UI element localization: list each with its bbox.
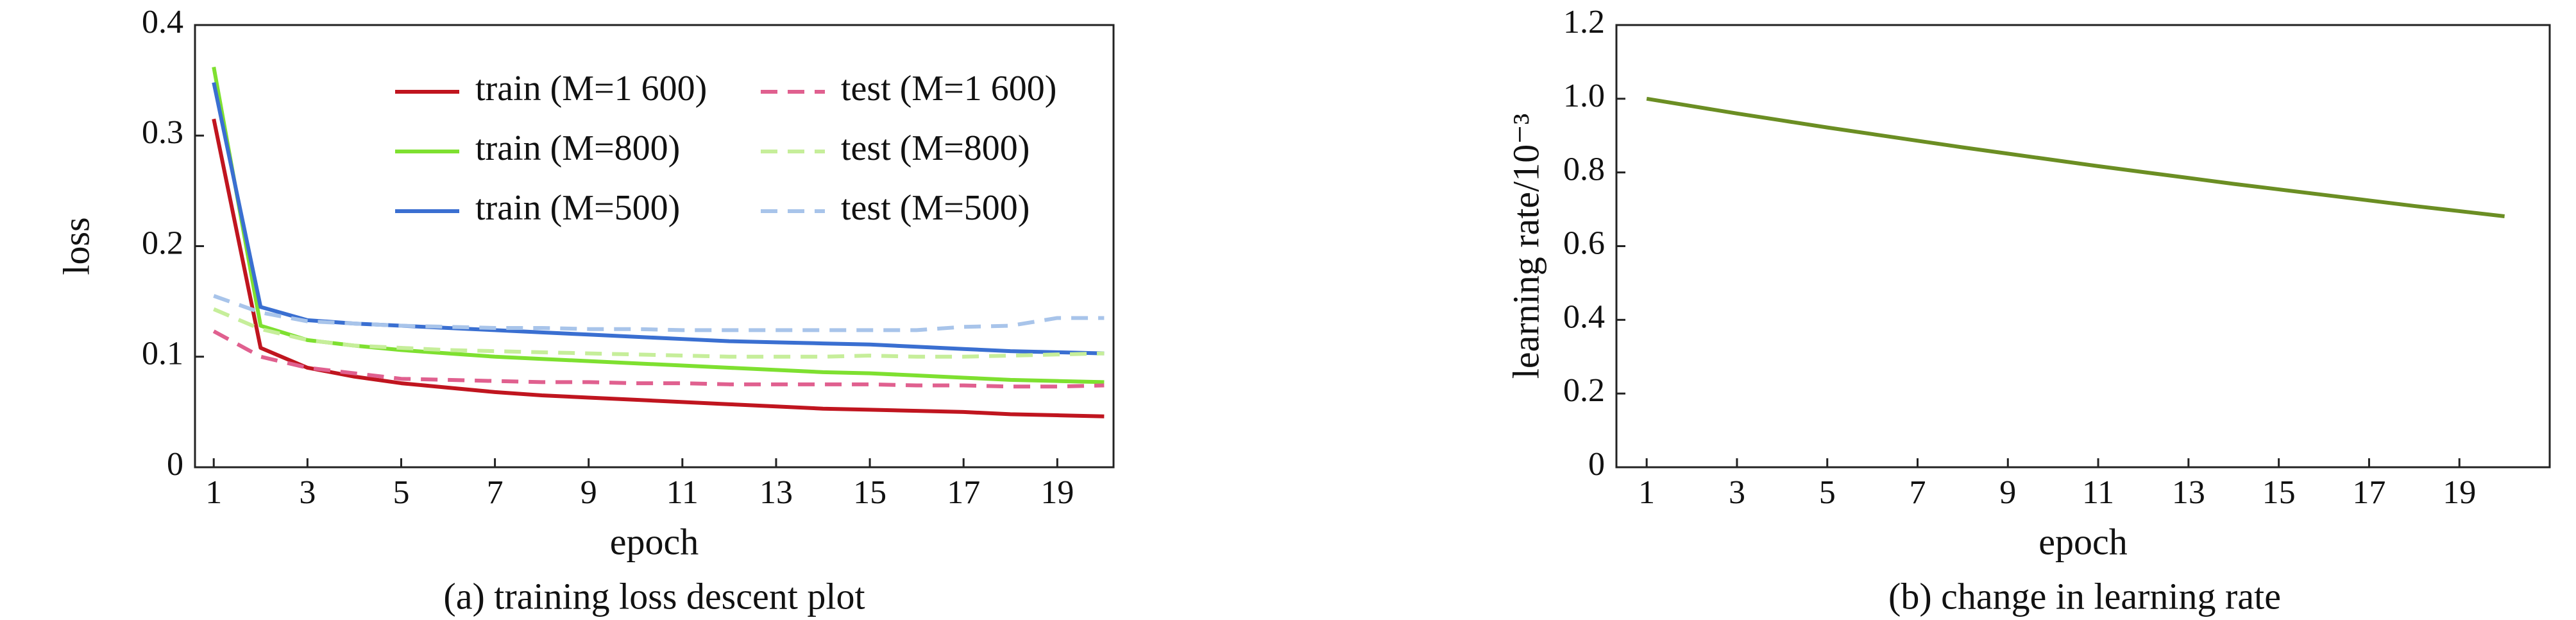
x-tick-label: 3 <box>299 474 316 511</box>
x-tick-label: 17 <box>947 474 980 511</box>
x-tick-label: 1 <box>1638 474 1655 511</box>
y-tick-label: 0.3 <box>142 114 183 151</box>
legend-label: train (M=1 600) <box>475 69 707 108</box>
x-tick-label: 5 <box>393 474 409 511</box>
y-axis-label: loss <box>55 217 97 275</box>
legend-label: train (M=800) <box>475 128 680 168</box>
series-line <box>212 66 1105 384</box>
series-line <box>212 82 1105 356</box>
y-tick-label: 0.2 <box>142 225 183 261</box>
x-axis-label: epoch <box>2038 521 2128 562</box>
x-axis-label: epoch <box>610 521 699 562</box>
legend-label: test (M=800) <box>841 128 1030 168</box>
x-tick-label: 7 <box>1910 474 1926 511</box>
series-line <box>213 294 1105 332</box>
x-tick-label: 15 <box>853 474 886 511</box>
y-tick-label: 0 <box>167 446 183 483</box>
series-line <box>212 118 1105 418</box>
x-tick-label: 19 <box>2443 474 2476 511</box>
x-tick-label: 17 <box>2352 474 2385 511</box>
y-tick-label: 0.6 <box>1563 225 1605 261</box>
x-tick-label: 3 <box>1729 474 1745 511</box>
x-tick-label: 9 <box>1999 474 2016 511</box>
x-tick-label: 11 <box>2082 474 2114 511</box>
caption: (b) change in learning rate <box>1888 575 2281 617</box>
x-tick-label: 15 <box>2262 474 2296 511</box>
x-tick-label: 11 <box>666 474 699 511</box>
y-tick-label: 1.2 <box>1563 4 1605 40</box>
y-tick-label: 0 <box>1588 446 1605 483</box>
x-tick-label: 1 <box>205 474 222 511</box>
legend-label: test (M=1 600) <box>841 69 1056 108</box>
y-tick-label: 0.8 <box>1563 151 1605 188</box>
caption: (a) training loss descent plot <box>443 575 865 617</box>
x-tick-label: 13 <box>2172 474 2205 511</box>
x-tick-label: 9 <box>580 474 597 511</box>
series-line <box>1646 96 2505 218</box>
x-tick-label: 13 <box>759 474 793 511</box>
y-tick-label: 0.4 <box>142 4 183 40</box>
x-tick-label: 19 <box>1040 474 1074 511</box>
legend-label: train (M=500) <box>475 188 680 228</box>
plot-frame <box>1615 24 2551 469</box>
y-tick-label: 0.1 <box>142 336 183 372</box>
x-tick-label: 5 <box>1819 474 1836 511</box>
y-axis-label: learning rate/10⁻³ <box>1505 114 1546 379</box>
x-tick-label: 7 <box>487 474 504 511</box>
legend-label: test (M=500) <box>841 188 1030 228</box>
y-tick-label: 0.2 <box>1563 372 1605 409</box>
y-tick-label: 0.4 <box>1563 298 1605 335</box>
y-tick-label: 1.0 <box>1563 78 1605 114</box>
